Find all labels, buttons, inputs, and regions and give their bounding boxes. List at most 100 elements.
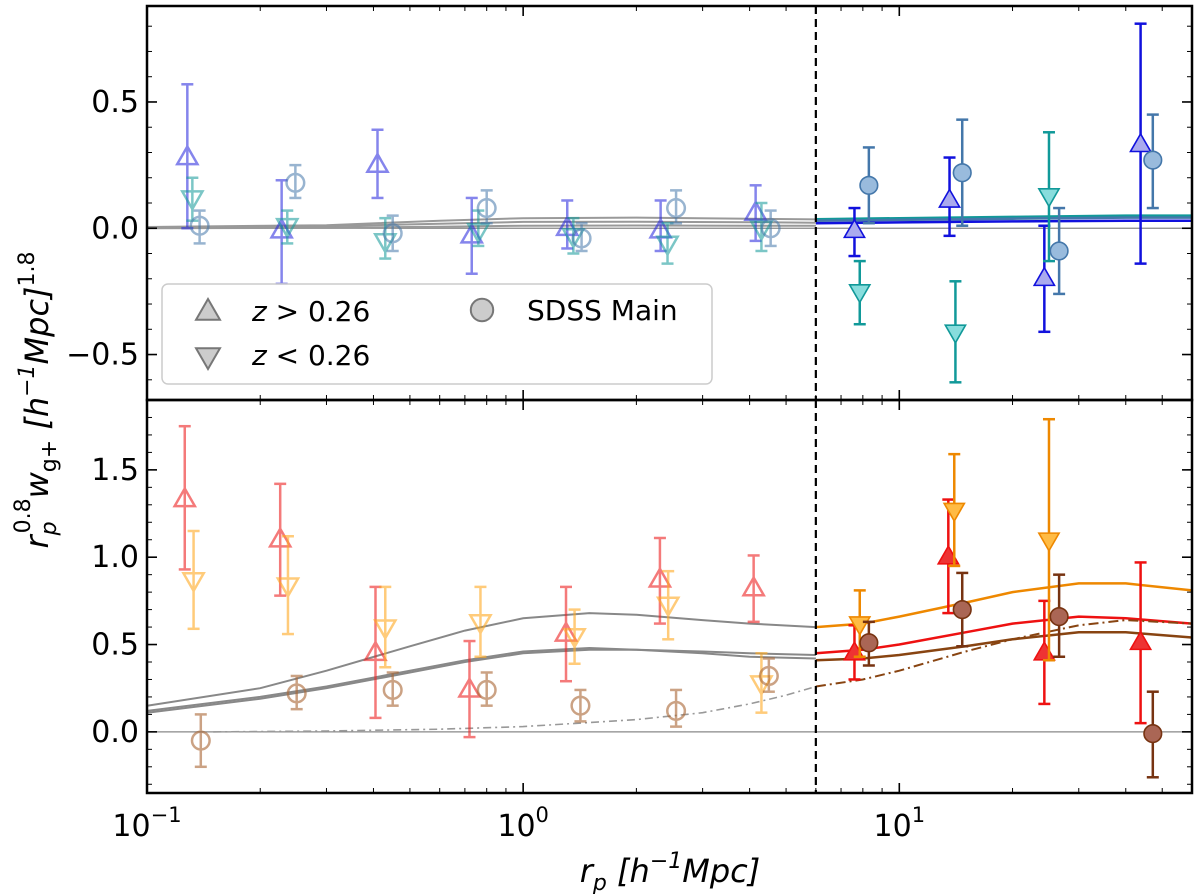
data-point bbox=[760, 218, 781, 239]
data-point bbox=[476, 198, 497, 219]
y-tick-label: −0.5 bbox=[66, 338, 139, 373]
data-point bbox=[1032, 266, 1056, 287]
data-point bbox=[1129, 132, 1153, 153]
data-point bbox=[1037, 188, 1061, 209]
y-tick-label: 0.5 bbox=[91, 85, 139, 120]
series-z-0-26 bbox=[180, 176, 774, 265]
series-sdss-main bbox=[189, 163, 781, 253]
data-point bbox=[1143, 150, 1163, 170]
legend: z > 0.26 z < 0.26 SDSS Main bbox=[161, 283, 713, 385]
data-point bbox=[942, 502, 966, 523]
data-point bbox=[562, 627, 587, 650]
data-point bbox=[553, 620, 579, 642]
data-point bbox=[175, 144, 200, 166]
data-point bbox=[363, 639, 388, 662]
x-tick-label: 100 bbox=[497, 803, 549, 844]
data-point bbox=[372, 233, 398, 255]
data-point bbox=[189, 215, 210, 236]
data-point bbox=[275, 577, 301, 599]
series-z-0-26-large- bbox=[842, 22, 1153, 334]
data-point bbox=[286, 683, 307, 704]
data-point bbox=[848, 283, 872, 305]
x-axis-title: rp [h−1Mpc] bbox=[580, 849, 761, 894]
data-point bbox=[943, 324, 967, 345]
x-tick-label: 101 bbox=[874, 803, 926, 844]
series-z-0-26 bbox=[172, 424, 766, 739]
data-point bbox=[741, 575, 766, 597]
data-point bbox=[1049, 241, 1069, 261]
series-z-0-26-large- bbox=[848, 417, 1061, 662]
data-point bbox=[459, 222, 485, 244]
model-curve-4 bbox=[815, 216, 1192, 222]
data-point bbox=[666, 198, 687, 219]
data-point bbox=[1129, 630, 1153, 651]
data-point bbox=[172, 486, 198, 508]
series-sdss-main-large- bbox=[859, 571, 1163, 779]
model-curve-2 bbox=[147, 648, 816, 714]
plot-area-bottom bbox=[147, 417, 1192, 779]
data-point bbox=[952, 599, 972, 620]
legend-box bbox=[161, 283, 713, 385]
data-point bbox=[952, 163, 972, 183]
legend-label-main: SDSS Main bbox=[527, 294, 678, 327]
data-point bbox=[859, 175, 879, 195]
legend-marker-triangle-down bbox=[194, 347, 222, 372]
model-curve-7 bbox=[815, 619, 1192, 688]
data-point bbox=[476, 679, 497, 700]
data-point bbox=[655, 235, 680, 257]
legend-marker-circle bbox=[469, 297, 495, 323]
model-curve-3 bbox=[815, 214, 1192, 221]
data-point bbox=[666, 700, 687, 721]
data-point bbox=[655, 596, 681, 618]
panel-bottom: 1.5 1.0 0.5 0.0 bbox=[91, 398, 1194, 795]
y-tick-label: 1.0 bbox=[91, 540, 139, 575]
panel-top: 0.5 0.0 −0.5 z > 0.26 z < 0.26 SDSS Main bbox=[66, 4, 1194, 402]
data-point bbox=[859, 633, 879, 653]
data-point bbox=[267, 526, 293, 548]
legend-marker-triangle-up bbox=[194, 296, 222, 321]
data-point bbox=[1037, 532, 1061, 553]
data-point bbox=[1032, 640, 1056, 661]
y-tick-label: 0.5 bbox=[91, 628, 139, 663]
panel-frame bbox=[145, 398, 1194, 795]
plot-area-top bbox=[147, 22, 1192, 384]
series-z-0-26-large- bbox=[842, 498, 1153, 725]
data-point bbox=[647, 566, 673, 588]
data-point bbox=[365, 151, 390, 173]
data-point bbox=[457, 676, 482, 698]
data-point bbox=[938, 187, 962, 208]
data-point bbox=[842, 218, 866, 239]
series-sdss-main bbox=[190, 657, 779, 769]
data-point bbox=[274, 217, 300, 240]
model-curve-0 bbox=[147, 612, 816, 707]
model-curve-3 bbox=[213, 685, 817, 733]
data-point bbox=[1143, 724, 1163, 744]
data-point bbox=[571, 228, 592, 249]
data-point bbox=[180, 190, 205, 212]
y-tick-label: 0.0 bbox=[91, 715, 139, 750]
model-curve-2 bbox=[147, 224, 816, 230]
data-point bbox=[466, 222, 491, 245]
x-tick-label: 10−1 bbox=[112, 803, 181, 844]
y-tick-label: 0.0 bbox=[91, 211, 139, 246]
series-z-0-26 bbox=[175, 83, 768, 286]
data-point bbox=[561, 227, 586, 250]
series-z-0-26 bbox=[181, 529, 774, 714]
data-point bbox=[1049, 606, 1069, 627]
legend-label-z-high: z > 0.26 bbox=[251, 295, 370, 328]
series-z-0-26-large- bbox=[848, 131, 1061, 384]
y-tick-label: 1.5 bbox=[91, 453, 139, 488]
data-point bbox=[181, 572, 206, 594]
data-point bbox=[190, 730, 211, 751]
data-point bbox=[285, 172, 306, 193]
data-point bbox=[382, 223, 403, 244]
data-point bbox=[570, 695, 591, 716]
model-curve-1 bbox=[147, 220, 816, 229]
data-point bbox=[382, 679, 403, 700]
data-point bbox=[749, 220, 774, 242]
data-point bbox=[468, 613, 493, 636]
series-sdss-main-large- bbox=[859, 113, 1163, 296]
data-point bbox=[372, 619, 398, 641]
legend-label-z-low: z < 0.26 bbox=[251, 339, 370, 372]
